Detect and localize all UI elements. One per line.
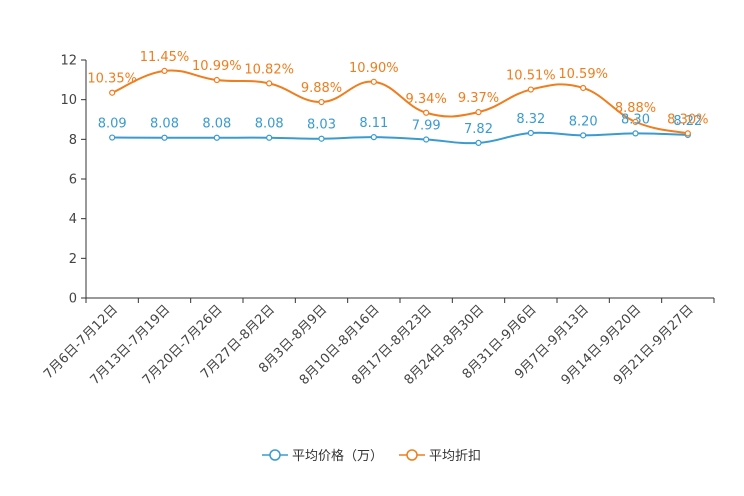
y-tick-label: 10 (60, 93, 77, 108)
data-label-discount: 8.30% (667, 112, 708, 127)
data-point-discount (580, 84, 587, 92)
data-label-discount: 9.37% (458, 91, 499, 106)
data-point-discount (423, 109, 430, 116)
series-line-price (112, 131, 688, 145)
data-label-price: 8.32 (516, 112, 545, 127)
data-point-price (213, 134, 220, 141)
y-tick-label: 8 (69, 133, 77, 148)
legend-label-discount: 平均折扣 (429, 449, 481, 464)
data-label-price: 7.99 (412, 119, 441, 134)
legend-swatch-marker-price (269, 449, 281, 461)
data-label-discount: 10.59% (558, 67, 608, 82)
data-point-discount (266, 80, 273, 87)
data-point-price (266, 134, 273, 141)
data-label-discount: 8.88% (615, 101, 656, 116)
data-label-price: 7.82 (464, 122, 493, 137)
data-label-price: 8.08 (255, 117, 284, 132)
data-point-price (632, 130, 639, 137)
data-point-discount (318, 98, 325, 106)
y-tick-label: 6 (69, 173, 77, 188)
data-point-discount (527, 86, 534, 93)
data-label-discount: 10.90% (349, 61, 399, 76)
data-point-price (161, 134, 168, 141)
data-label-price: 8.20 (569, 114, 598, 129)
data-label-price: 8.22 (673, 114, 702, 129)
data-point-price (109, 134, 116, 141)
data-label-price: 8.08 (150, 117, 179, 132)
y-tick-label: 2 (69, 252, 77, 267)
legend-label-price: 平均价格（万） (292, 448, 383, 464)
data-point-price (318, 135, 325, 142)
y-tick-label: 4 (69, 212, 77, 227)
legend-swatch-marker-discount (406, 449, 418, 461)
data-point-discount (109, 89, 116, 96)
data-label-discount: 10.51% (506, 69, 556, 84)
data-label-price: 8.03 (307, 118, 336, 133)
data-label-discount: 9.34% (406, 92, 447, 107)
data-label-price: 8.08 (202, 117, 231, 132)
data-point-discount (684, 130, 691, 137)
data-point-price (580, 132, 587, 139)
y-tick-label: 0 (69, 292, 77, 307)
data-point-discount (632, 118, 639, 125)
data-point-discount (475, 109, 482, 116)
data-label-price: 8.11 (359, 116, 388, 131)
data-label-discount: 9.88% (301, 81, 342, 96)
data-label-discount: 11.45% (140, 50, 190, 65)
data-label-price: 8.09 (98, 117, 127, 132)
y-tick-label: 12 (60, 54, 77, 69)
data-point-discount (161, 67, 168, 75)
data-point-price (370, 134, 377, 141)
data-point-price (423, 136, 430, 143)
data-label-discount: 10.35% (87, 72, 137, 87)
data-label-discount: 10.82% (244, 62, 294, 77)
data-point-price (475, 139, 482, 147)
data-point-price (527, 129, 534, 137)
data-point-discount (213, 76, 220, 84)
data-label-price: 8.30 (621, 112, 650, 127)
data-point-discount (370, 78, 377, 85)
data-label-discount: 10.99% (192, 59, 242, 74)
